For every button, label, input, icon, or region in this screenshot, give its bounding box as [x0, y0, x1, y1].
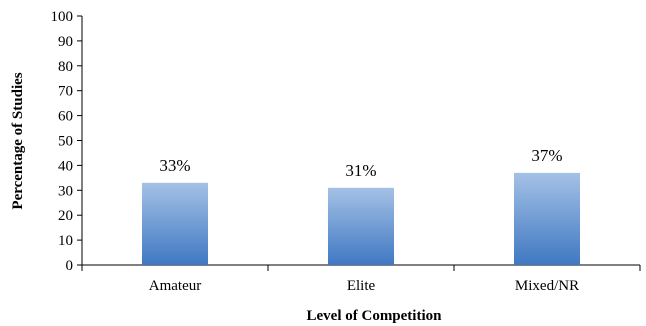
y-tick-label: 40	[58, 158, 73, 174]
x-axis-ticks: Amateur Elite Mixed/NR	[81, 265, 641, 294]
x-tick-label: Mixed/NR	[515, 278, 579, 294]
bar-elite	[328, 187, 394, 265]
x-axis-title: Level of Competition	[307, 308, 443, 324]
bar-amateur	[142, 182, 208, 265]
y-tick-label: 80	[58, 59, 73, 75]
y-tick-label: 70	[58, 84, 73, 100]
data-label: 37%	[531, 146, 562, 165]
y-tick-label: 0	[66, 258, 74, 274]
y-tick-label: 60	[58, 109, 73, 125]
y-tick-label: 30	[58, 183, 73, 199]
y-tick-label: 50	[58, 134, 73, 150]
y-tick-label: 10	[58, 233, 73, 249]
bars	[142, 172, 580, 265]
y-axis-title: Percentage of Studies	[10, 72, 26, 209]
x-tick-label: Elite	[347, 278, 376, 294]
x-tick-label: Amateur	[149, 278, 201, 294]
data-labels: 33% 31% 37%	[159, 146, 562, 180]
bar-mixed-nr	[514, 172, 580, 265]
y-tick-label: 100	[51, 9, 74, 25]
data-label: 33%	[159, 156, 190, 175]
y-tick-label: 90	[58, 34, 73, 50]
data-label: 31%	[345, 161, 376, 180]
y-tick-label: 20	[58, 208, 73, 224]
y-axis-ticks: 0 10 20 30 40 50 60 70 80 90 100	[51, 9, 82, 274]
